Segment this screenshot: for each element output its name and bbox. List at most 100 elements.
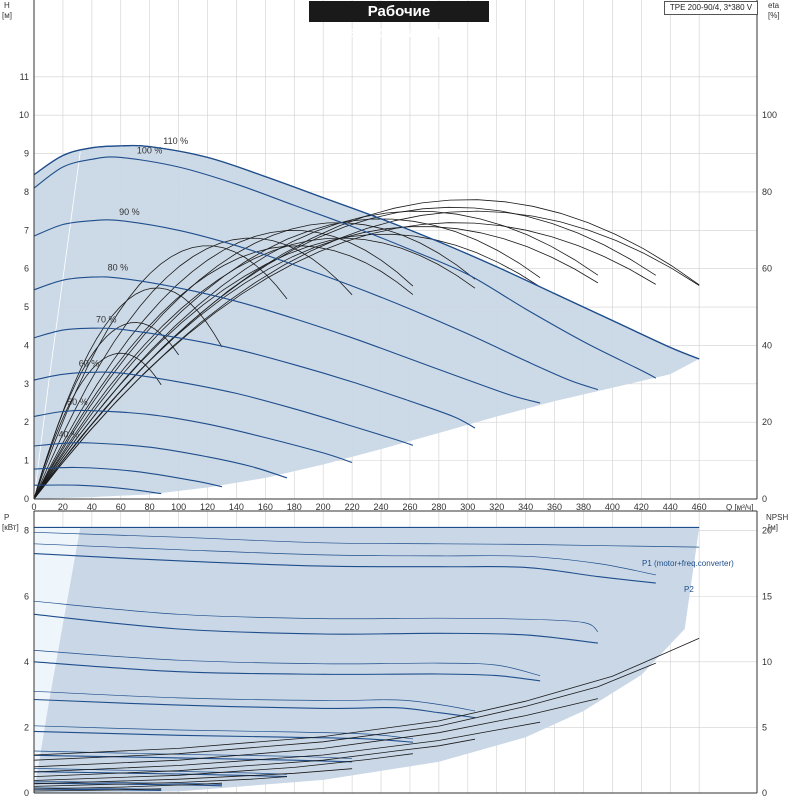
power-low-flow-zone: [34, 527, 81, 793]
npsh-curve: [33, 782, 223, 790]
p1-curve: [33, 613, 598, 644]
npsh-curve: [33, 776, 288, 787]
p1-curve: [33, 788, 162, 791]
npsh-curve: [33, 698, 598, 768]
x-tick-label: 340: [518, 502, 533, 512]
x-tick-label: 320: [489, 502, 504, 512]
p2-curve: [33, 543, 656, 576]
pump-model-label: TPE 200-90/4, 3*380 V: [664, 1, 758, 15]
y-axis-label: H: [4, 1, 10, 10]
npsh-axis-unit: [м]: [768, 523, 778, 532]
y-tick-label: 4: [24, 340, 29, 350]
p2-curve: [33, 650, 541, 676]
p1-curve: [33, 771, 288, 778]
eta-curve: [33, 322, 179, 500]
y-tick-label: 5: [24, 302, 29, 312]
eta-axis-unit: [%]: [768, 11, 780, 20]
x-tick-label: 260: [402, 502, 417, 512]
p2-curve: [33, 600, 599, 632]
head-curve-label-110pct: 110 %: [163, 136, 188, 146]
legend-p2: P2: [684, 585, 694, 594]
power-operating-envelope: [34, 527, 700, 793]
head-curve-70pct: [33, 327, 476, 429]
x-tick-label: 60: [116, 502, 126, 512]
head-curve-label-40pct: 40 %: [58, 430, 79, 440]
x-tick-label: 360: [547, 502, 562, 512]
eta-curve: [33, 233, 541, 500]
npsh-tick-label: 20: [762, 526, 772, 536]
y-tick-label: 11: [20, 72, 29, 82]
npsh-curve: [33, 768, 353, 785]
p1-curve: [33, 754, 353, 763]
p2-curve: [33, 690, 476, 712]
power-tick-label: 6: [24, 591, 29, 601]
eta-tick-label: 20: [762, 417, 772, 427]
eta-tick-label: 100: [762, 110, 777, 120]
x-tick-label: 300: [460, 502, 475, 512]
head-curve-20pct: [33, 484, 162, 495]
head-curve-90pct: [33, 219, 599, 391]
x-tick-label: 240: [374, 502, 389, 512]
head-curve-50pct: [33, 409, 353, 464]
x-tick-label: 440: [663, 502, 678, 512]
y-tick-label: 3: [24, 379, 29, 389]
x-tick-label: 460: [692, 502, 707, 512]
npsh-curve: [33, 738, 476, 777]
y-tick-label: 6: [24, 264, 29, 274]
x-axis-label: Q [м³/ч]: [726, 503, 753, 512]
eta-curve: [33, 287, 223, 500]
p1-curve: [33, 730, 413, 743]
x-tick-label: 120: [200, 502, 215, 512]
npsh-curve: [33, 637, 700, 756]
head-curve-label-70pct: 70 %: [96, 314, 117, 324]
y-tick-label: 2: [24, 417, 29, 427]
head-curve-60pct: [33, 371, 414, 446]
npsh-tick-label: 5: [762, 722, 767, 732]
head-curve-80pct: [33, 276, 541, 404]
y-axis-unit: [м]: [2, 11, 12, 20]
x-tick-label: 420: [634, 502, 649, 512]
head-operating-envelope: [34, 145, 700, 499]
power-tick-label: 4: [24, 657, 29, 667]
power-tick-label: 2: [24, 722, 29, 732]
x-tick-label: 100: [171, 502, 186, 512]
eta-tick-label: 40: [762, 340, 772, 350]
x-tick-label: 140: [229, 502, 244, 512]
x-tick-label: 200: [316, 502, 331, 512]
eta-tick-label: 0: [762, 494, 767, 504]
x-tick-label: 400: [605, 502, 620, 512]
x-tick-label: 80: [145, 502, 155, 512]
eta-curve: [33, 210, 700, 500]
head-min-flow-line: [33, 151, 81, 500]
x-tick-label: 20: [58, 502, 68, 512]
head-curve-30pct: [33, 466, 223, 488]
npsh-curve: [33, 788, 162, 792]
legend-p1: P1 (motor+freq.converter): [642, 559, 734, 568]
head-curve-100pct: [33, 156, 657, 379]
chart-title: Рабочие характеристики: [309, 1, 489, 41]
p2-curve: [33, 531, 700, 548]
p2-curve: [33, 750, 353, 759]
npsh-curve: [33, 721, 541, 773]
npsh-curve: [33, 753, 413, 781]
head-envelope-top-line: [33, 144, 700, 360]
x-tick-label: 220: [345, 502, 360, 512]
eta-curve: [33, 352, 162, 500]
eta-curve: [33, 218, 541, 500]
p2-curve: [33, 725, 413, 740]
p1-curve: [33, 782, 223, 787]
head-curve-label-90pct: 90 %: [119, 207, 140, 217]
power-tick-label: 0: [24, 788, 29, 798]
eta-curve: [33, 222, 657, 500]
eta-curve: [33, 245, 414, 500]
head-curve-label-50pct: 50 %: [67, 397, 88, 407]
npsh-tick-label: 0: [762, 788, 767, 798]
eta-tick-label: 60: [762, 264, 772, 274]
y-tick-label: 9: [24, 149, 29, 159]
y-tick-label: 0: [24, 494, 29, 504]
y-tick-label: 7: [24, 225, 29, 235]
npsh-axis-label: NPSH: [766, 513, 788, 522]
x-tick-label: 160: [258, 502, 273, 512]
